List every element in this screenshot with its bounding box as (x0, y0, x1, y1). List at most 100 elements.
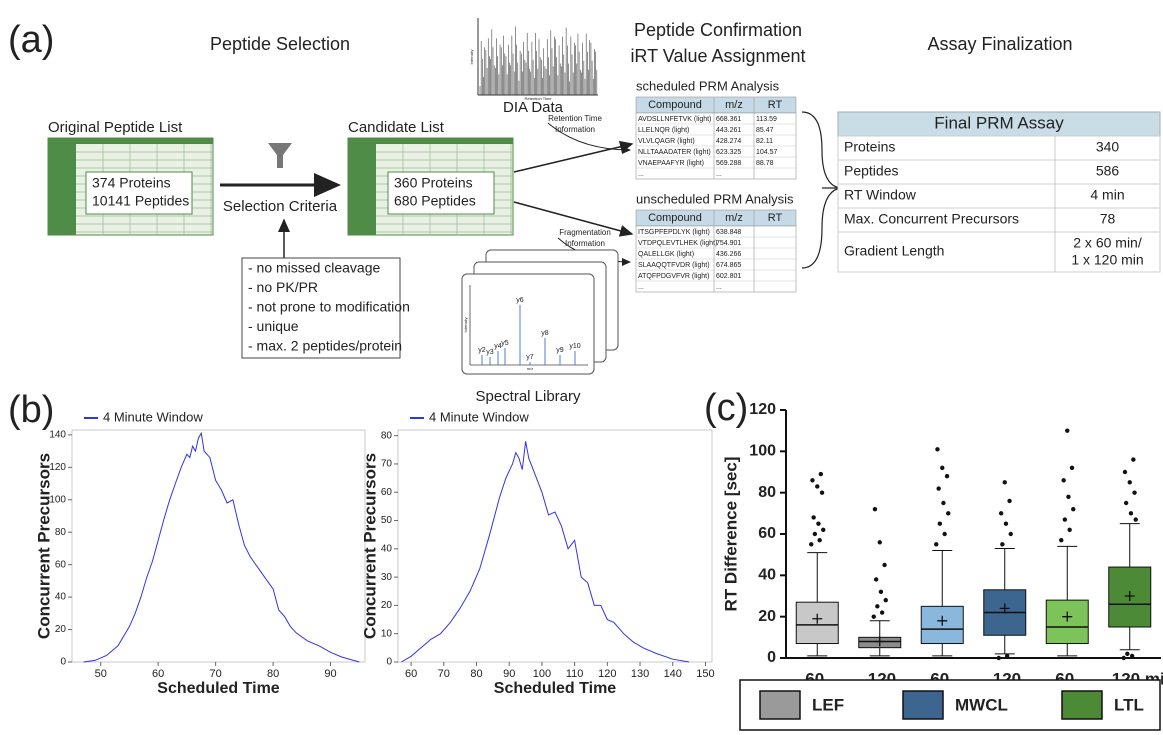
criteria-item: - no PK/PR (248, 279, 318, 295)
outlier (812, 531, 818, 537)
outlier (819, 490, 825, 495)
table-cell: 754.901 (716, 240, 741, 247)
table-cell: QALELLGK (light) (638, 251, 694, 258)
table-header-cell: RT (768, 99, 783, 111)
outlier (935, 447, 940, 452)
section-title: Peptide Selection (210, 34, 350, 54)
plot-frame (71, 429, 366, 663)
x-tick-label: 70 (210, 668, 222, 680)
criteria-item: - max. 2 peptides/protein (248, 338, 402, 354)
list-title: Candidate List (348, 119, 445, 136)
table-cell: VLVLQAGR (light) (638, 138, 695, 145)
table-cell: ATQFPDGVFVR (light) (638, 273, 709, 280)
table-cell: NLLTAAADATER (light) (638, 149, 711, 156)
x-tick-label: 80 (470, 668, 482, 680)
legend-swatch (1061, 690, 1103, 720)
arrow (513, 201, 634, 237)
outlier (1004, 653, 1010, 659)
outlier (1128, 511, 1134, 516)
x-tick-label: 70 (438, 668, 450, 680)
outlier (817, 538, 822, 543)
y-tick-label: 100 (49, 494, 66, 505)
outlier (996, 655, 1001, 661)
final-value: 340 (1096, 139, 1120, 155)
y-tick-label: 40 (758, 567, 776, 584)
y-axis-label: RT Difference [sec] (721, 457, 740, 612)
section-title: iRT Value Assignment (630, 46, 805, 66)
table-cell: 623.325 (716, 149, 741, 156)
funnel (268, 143, 292, 168)
ion-label: y8 (541, 330, 549, 337)
x-tick-label: 90 (503, 668, 515, 680)
outlier (1059, 538, 1064, 543)
dia-axis-label: Intensity (469, 50, 474, 65)
mean-marker (812, 613, 823, 624)
spreadsheet-column (48, 138, 76, 235)
criteria-box (241, 257, 401, 359)
outlier (1129, 653, 1135, 659)
final-row (837, 231, 1161, 273)
table-cell: 443.261 (716, 127, 741, 134)
ion-label: y5 (501, 340, 509, 347)
table-cell: 569.288 (716, 160, 741, 167)
info-label: Information (555, 125, 595, 134)
outlier (882, 562, 887, 568)
outlier (1071, 507, 1076, 512)
table-cell: LLELNQR (light) (638, 127, 689, 134)
final-label: RT Window (844, 187, 917, 203)
legend-label: 4 Minute Window (429, 409, 529, 424)
table-cell: 104.57 (756, 149, 778, 156)
section-title: Assay Finalization (927, 34, 1072, 54)
outlier (1131, 457, 1136, 462)
table-cell: VNAEPAAFYR (light) (638, 160, 704, 167)
final-row (837, 207, 1161, 233)
y-tick-label: 100 (749, 443, 776, 460)
final-row (837, 159, 1161, 185)
final-label: Peptides (844, 163, 898, 179)
criteria-item: - not prone to modification (248, 299, 410, 315)
x-tick-label: 60 (405, 668, 417, 680)
outlier (1121, 655, 1126, 661)
final-label: Gradient Length (844, 243, 944, 259)
final-label: Max. Concurrent Precursors (844, 211, 1019, 227)
criteria-item: - unique (248, 318, 299, 334)
y-tick-label: 80 (55, 527, 67, 538)
outlier (816, 521, 821, 526)
panel-label: (c) (704, 387, 748, 429)
y-tick-label: 40 (381, 543, 393, 554)
count-text: 360 Proteins (394, 175, 473, 191)
x-tick-label: 130 (631, 668, 649, 680)
outlier (873, 577, 879, 582)
final-value: 2 x 60 min/ (1073, 235, 1142, 251)
outlier (1125, 651, 1130, 657)
final-header (837, 111, 1161, 137)
outlier (878, 589, 884, 595)
outlier (1000, 542, 1005, 547)
brace (801, 187, 841, 269)
y-tick-label: 60 (758, 525, 776, 542)
outlier (937, 521, 943, 526)
x-tick-label: 110 (566, 668, 584, 680)
info-label: Fragmentation (559, 228, 611, 237)
spectrum-axis-label: Intensity (463, 318, 468, 333)
table-title: scheduled PRM Analysis (636, 78, 780, 93)
table-header-cell: m/z (725, 212, 743, 224)
y-tick-label: 0 (60, 657, 66, 668)
ion-label: y4 (494, 343, 502, 350)
table-header-cell: Compound (648, 99, 702, 111)
table-cell: 638.848 (716, 229, 741, 236)
outlier (1061, 478, 1066, 483)
spectrum-axis-label: m/z (527, 366, 533, 371)
panel-label: (b) (8, 389, 54, 431)
y-tick-label: 20 (758, 608, 776, 625)
table-cell: 88.78 (756, 160, 774, 167)
table-cell: ... (716, 284, 722, 291)
spreadsheet-header (348, 138, 513, 144)
mean-marker (1062, 611, 1073, 622)
count-text: 680 Peptides (394, 193, 476, 209)
outlier (810, 478, 815, 483)
y-tick-label: 120 (49, 462, 66, 473)
y-tick-label: 0 (386, 657, 392, 668)
y-tick-label: 120 (749, 401, 776, 418)
y-axis-label: Concurrent Precursors (34, 453, 53, 639)
